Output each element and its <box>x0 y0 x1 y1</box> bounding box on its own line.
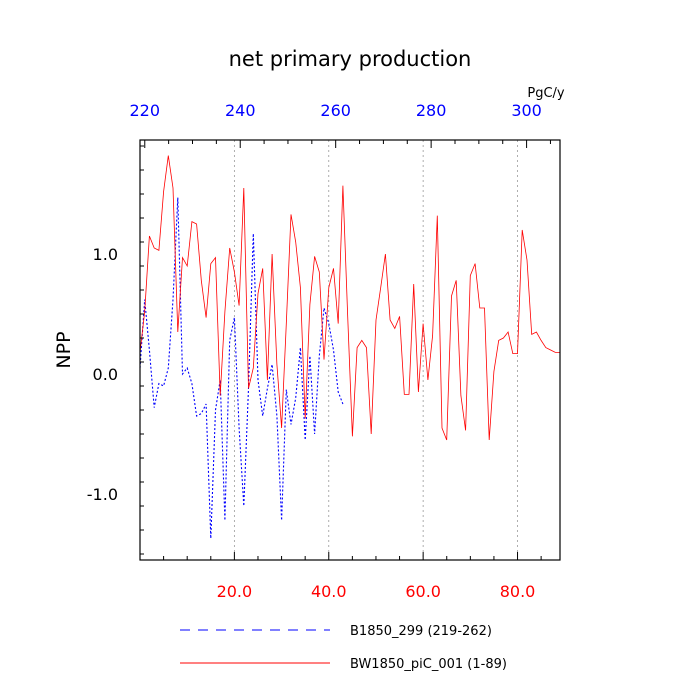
x-tick-label: 40.0 <box>311 582 347 601</box>
gridlines <box>233 140 518 560</box>
y-tick-label: -1.0 <box>87 485 118 504</box>
y-tick-label: 1.0 <box>93 245 118 264</box>
units-label: PgC/y <box>527 86 565 101</box>
top-tick-label: 240 <box>225 101 256 120</box>
legend: B1850_299 (219-262) BW1850_piC_001 (1-89) <box>180 624 507 672</box>
top-tick-label: 260 <box>320 101 351 120</box>
bottom-x-axis: 20.0 40.0 60.0 80.0 <box>139 552 542 601</box>
y-axis-label: NPP <box>53 331 75 368</box>
x-tick-label: 20.0 <box>217 582 253 601</box>
x-tick-label: 60.0 <box>405 582 441 601</box>
legend-label-0: B1850_299 (219-262) <box>350 624 492 639</box>
top-x-axis: 220 240 260 280 300 <box>129 101 551 148</box>
top-tick-label: 300 <box>511 101 542 120</box>
y-axis: -1.0 0.0 1.0 <box>87 145 144 555</box>
x-tick-label: 80.0 <box>500 582 536 601</box>
series-line-0 <box>139 197 344 539</box>
series-layer <box>139 155 560 539</box>
top-tick-label: 220 <box>129 101 160 120</box>
chart-title: net primary production <box>229 47 472 71</box>
legend-label-1: BW1850_piC_001 (1-89) <box>350 657 507 672</box>
top-tick-label: 280 <box>416 101 447 120</box>
y-tick-label: 0.0 <box>93 365 118 384</box>
plot-frame <box>139 139 561 561</box>
series-line-1 <box>139 155 560 441</box>
